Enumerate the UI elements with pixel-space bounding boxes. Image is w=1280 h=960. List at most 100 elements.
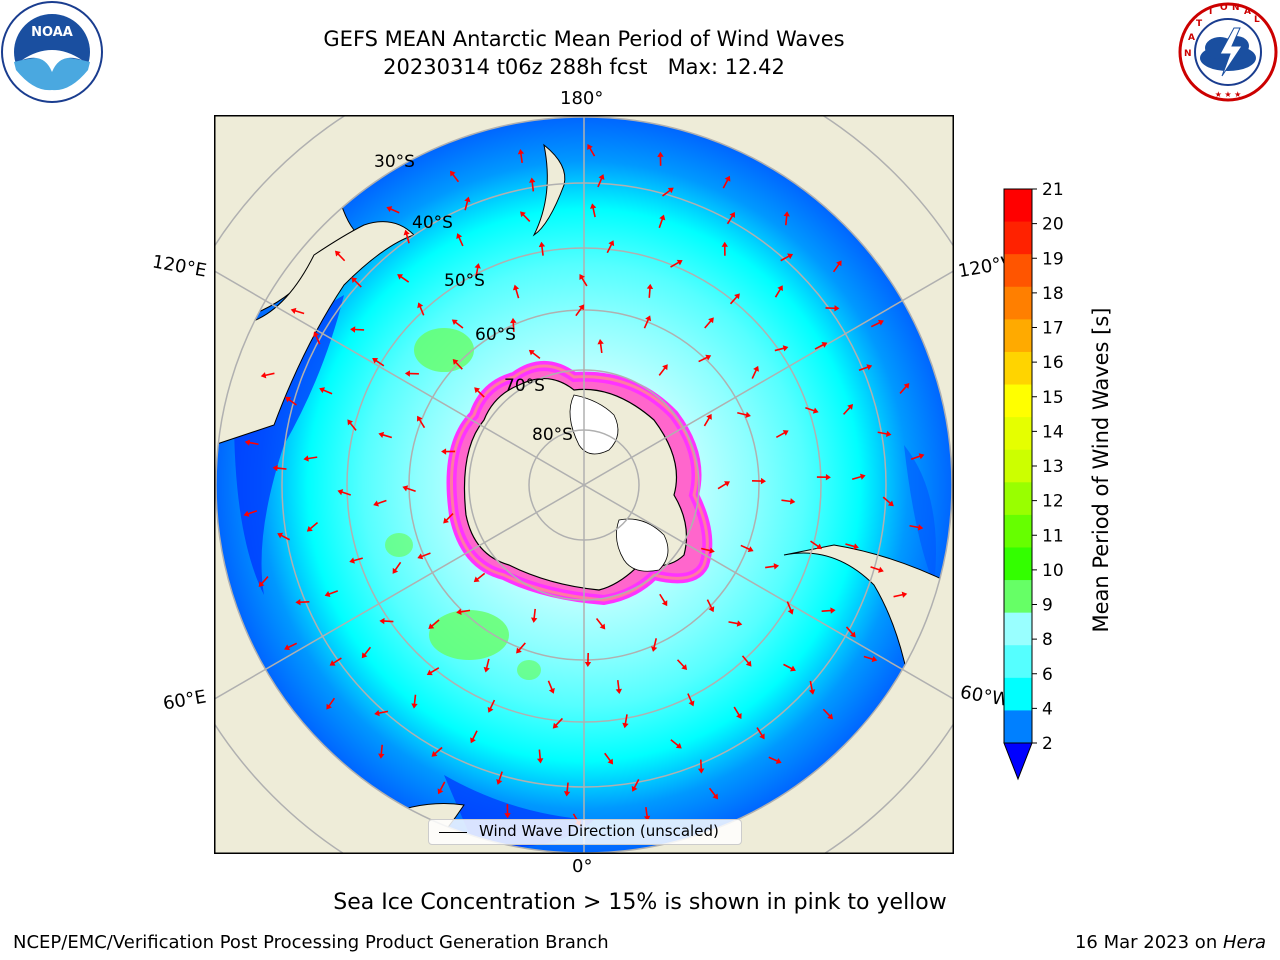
noaa-logo: NOAA [1, 1, 103, 103]
wind-arrow [814, 342, 828, 350]
colorbar-cell [1004, 221, 1032, 255]
wind-arrow [877, 430, 892, 438]
wind-arrow [529, 177, 536, 192]
wind-arrow [863, 655, 878, 663]
svg-text:★ ★ ★: ★ ★ ★ [1215, 90, 1242, 99]
colorbar-tick-label: 12 [1042, 492, 1064, 512]
lat-label-30s: 30°S [374, 152, 415, 172]
wind-arrow [587, 144, 596, 157]
lat-label-70s: 70°S [504, 376, 545, 396]
wind-arrow [821, 607, 836, 614]
wind-arrow [851, 473, 866, 480]
wind-wave-arrows [243, 144, 925, 826]
wind-arrow [662, 187, 674, 197]
colorbar-cell [1004, 580, 1032, 614]
wind-arrow [751, 365, 759, 379]
noaa-logo-text: NOAA [31, 25, 73, 40]
lat-label-50s: 50°S [444, 271, 485, 291]
map-legend: Wind Wave Direction (unscaled) [428, 819, 742, 845]
wind-arrow [426, 667, 440, 676]
colorbar-cell [1004, 710, 1032, 744]
wind-arrow [658, 364, 668, 376]
legend-label: Wind Wave Direction (unscaled) [479, 822, 719, 840]
colorbar-tick-label: 6 [1042, 665, 1053, 685]
wind-arrow [825, 305, 840, 312]
wind-arrow [741, 655, 752, 667]
wind-arrow [378, 431, 393, 439]
sea-ice-caption: Sea Ice Concentration > 15% is shown in … [333, 890, 947, 915]
wind-arrow [842, 404, 854, 415]
wind-arrow [733, 706, 742, 719]
wind-arrow [622, 714, 629, 729]
wind-arrow [575, 304, 585, 317]
footer-date: 16 Mar 2023 on Hera [1075, 932, 1266, 953]
colorbar-tick-label: 17 [1042, 319, 1064, 339]
wind-arrow [659, 593, 668, 607]
wind-arrow [349, 557, 363, 564]
wind-arrow [487, 699, 496, 713]
wind-arrow [822, 708, 834, 720]
wind-arrow [520, 211, 531, 222]
colorbar-cell [1004, 482, 1032, 516]
wind-arrow [547, 680, 555, 694]
wind-arrow [449, 170, 460, 183]
wind-arrow [504, 804, 511, 819]
colorbar-tick-label: 2 [1042, 734, 1053, 754]
wind-arrow [374, 709, 389, 717]
wind-arrow [295, 598, 310, 606]
wind-arrow [404, 370, 419, 377]
colorbar-cell [1004, 645, 1032, 679]
wind-arrow [775, 430, 789, 438]
wind-arrow [258, 576, 269, 588]
wind-arrow [717, 481, 730, 490]
wind-arrow [334, 250, 346, 262]
colorbar-tick-label: 13 [1042, 457, 1064, 477]
colorbar-tick-label: 14 [1042, 422, 1064, 442]
polar-map: 30°S 40°S 50°S 60°S 70°S 80°S [214, 115, 954, 854]
wind-arrow [451, 319, 464, 329]
colorbar-tick-label: 15 [1042, 388, 1064, 408]
wind-arrow [386, 206, 400, 214]
wind-arrow [441, 448, 456, 455]
wind-arrow [783, 663, 796, 672]
wind-arrow [303, 455, 318, 462]
wind-arrow [703, 413, 712, 427]
wind-arrow [765, 563, 780, 570]
wind-arrow [563, 782, 571, 797]
colorbar-cell [1004, 449, 1032, 483]
colorbar-cell [1004, 319, 1032, 353]
wind-arrow [729, 293, 740, 305]
wind-arrow [379, 617, 394, 625]
wind-arrow [722, 175, 731, 189]
wind-arrow [536, 749, 544, 764]
wind-arrow [470, 730, 478, 744]
wind-arrow [870, 319, 884, 328]
wind-arrow [392, 561, 402, 574]
wind-arrow [805, 406, 819, 414]
lat-label-80s: 80°S [532, 425, 573, 445]
colorbar-cell [1004, 189, 1032, 223]
wind-arrow [810, 540, 823, 550]
wind-arrow [411, 694, 418, 709]
colorbar-label: Mean Period of Wind Waves [s] [1089, 308, 1113, 633]
nws-logo: NATI O N AL ★ ★ ★ [1178, 2, 1278, 102]
wind-arrow [306, 521, 319, 532]
wind-arrow [319, 387, 333, 395]
wind-arrow [697, 759, 705, 774]
colorbar-cell [1004, 254, 1032, 288]
wind-arrow [657, 151, 664, 166]
wind-arrow [737, 411, 751, 418]
wind-arrow [646, 283, 654, 298]
wind-arrow [452, 359, 463, 370]
wind-arrow [808, 680, 816, 695]
wind-arrow [443, 512, 454, 524]
wind-arrow [474, 387, 485, 398]
wind-arrow [631, 779, 640, 792]
wind-arrow [706, 599, 715, 613]
wind-arrow [516, 642, 526, 654]
colorbar-tick-label: 10 [1042, 561, 1064, 581]
wind-arrow [721, 241, 728, 256]
wind-arrow [783, 211, 790, 226]
colorbar-tick-label: 8 [1042, 630, 1053, 650]
